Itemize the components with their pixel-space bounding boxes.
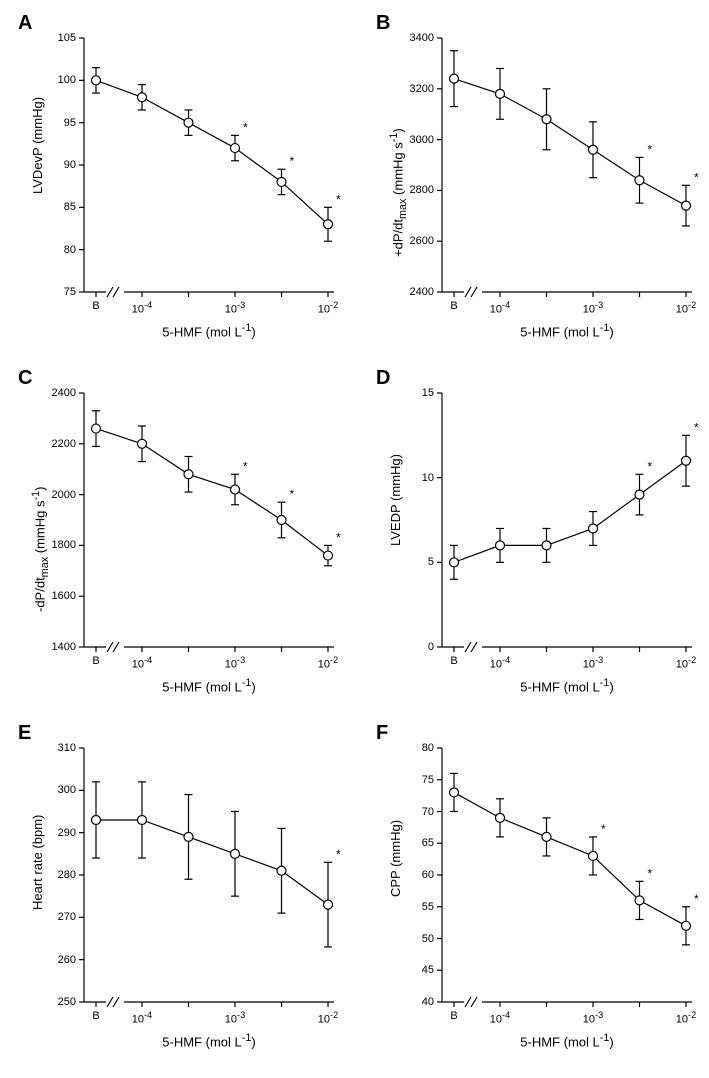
xtick-label: B (92, 655, 99, 667)
y-axis-title: +dP/dtmax (mmHg s-1) (388, 129, 409, 258)
plot-svg: * * * (12, 365, 352, 705)
xtick-label: 10-2 (676, 1010, 696, 1026)
plot-svg: ** (370, 10, 709, 350)
panel-c: C***140016001800200022002400B10-410-310-… (12, 365, 352, 705)
svg-text:*: * (694, 420, 699, 434)
y-axis-title: CPP (mmHg) (388, 820, 403, 897)
xtick-label: B (92, 1010, 99, 1022)
svg-text:*: * (243, 459, 248, 473)
x-axis-title: 5-HMF (mol L-1) (520, 322, 613, 339)
xtick-label: B (450, 300, 457, 312)
xtick-label: 10-4 (490, 655, 510, 671)
figure-root: A***7580859095100105B10-410-310-2LVDevP … (0, 0, 709, 1078)
xtick-label: 10-2 (318, 655, 338, 671)
y-axis-title: Heart rate (bpm) (30, 815, 45, 910)
svg-text:*: * (694, 892, 699, 906)
xtick-label: B (450, 655, 457, 667)
svg-text:*: * (290, 487, 295, 501)
xtick-label: 10-3 (583, 655, 603, 671)
xtick-label: 10-3 (583, 300, 603, 316)
plot-svg: ** (370, 365, 709, 705)
svg-text:*: * (694, 170, 699, 184)
xtick-label: 10-4 (132, 300, 152, 316)
xtick-label: 10-2 (318, 1010, 338, 1026)
svg-text:*: * (336, 847, 341, 861)
xtick-label: 10-4 (132, 1010, 152, 1026)
panel-b: B**240026002800300032003400B10-410-310-2… (370, 10, 709, 350)
svg-text:*: * (336, 530, 341, 544)
xtick-label: 10-2 (676, 300, 696, 316)
panel-e: E*250260270280290300310B10-410-310-2Hear… (12, 720, 352, 1060)
x-axis-title: 5-HMF (mol L-1) (520, 1032, 613, 1049)
svg-text:*: * (648, 142, 653, 156)
y-axis-title: -dP/dtmax (mmHg s-1) (30, 487, 51, 612)
xtick-label: 10-4 (490, 1010, 510, 1026)
svg-text:*: * (601, 822, 606, 836)
x-axis-title: 5-HMF (mol L-1) (162, 1032, 255, 1049)
x-axis-title: 5-HMF (mol L-1) (162, 677, 255, 694)
xtick-label: 10-3 (225, 1010, 245, 1026)
x-axis-title: 5-HMF (mol L-1) (162, 322, 255, 339)
y-axis-title: LVDevP (mmHg) (30, 97, 45, 194)
x-axis-title: 5-HMF (mol L-1) (520, 677, 613, 694)
plot-svg: * (12, 720, 352, 1060)
panel-d: D**051015B10-410-310-2LVEDP (mmHg)5-HMF … (370, 365, 709, 705)
y-axis-title: LVEDP (mmHg) (388, 454, 403, 546)
svg-text:*: * (290, 154, 295, 168)
panel-f: F***404550556065707580B10-410-310-2CPP (… (370, 720, 709, 1060)
plot-svg: * * * (370, 720, 709, 1060)
svg-text:*: * (243, 120, 248, 134)
xtick-label: 10-2 (676, 655, 696, 671)
svg-text:*: * (648, 866, 653, 880)
svg-text:*: * (336, 192, 341, 206)
xtick-label: 10-3 (225, 300, 245, 316)
xtick-label: 10-4 (132, 655, 152, 671)
plot-svg: * * * (12, 10, 352, 350)
xtick-label: 10-2 (318, 300, 338, 316)
xtick-label: B (92, 300, 99, 312)
xtick-label: 10-3 (225, 655, 245, 671)
panel-a: A***7580859095100105B10-410-310-2LVDevP … (12, 10, 352, 350)
xtick-label: 10-3 (583, 1010, 603, 1026)
xtick-label: 10-4 (490, 300, 510, 316)
svg-text:*: * (648, 459, 653, 473)
xtick-label: B (450, 1010, 457, 1022)
